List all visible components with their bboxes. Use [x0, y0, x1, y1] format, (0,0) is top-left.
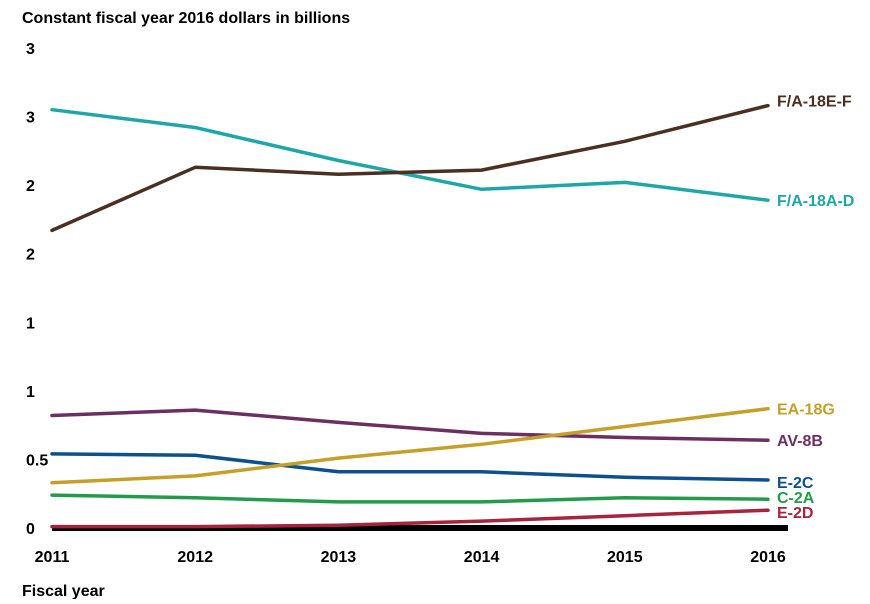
series-label: F/A-18A-D [777, 193, 854, 210]
y-axis-title: Constant fiscal year 2016 dollars in bil… [22, 10, 350, 27]
y-tick-label: 3 [26, 110, 35, 127]
y-tick-label: 3 [26, 41, 35, 58]
x-axis-ticks: 2011 2012 2013 2014 2015 2016 [35, 549, 786, 566]
series-label: C-2A [777, 490, 815, 507]
series-label: E-2C [777, 475, 814, 492]
x-tick-label: 2011 [35, 549, 70, 566]
series-line [50, 107, 770, 202]
x-tick-label: 2016 [750, 549, 786, 566]
series-label: E-2D [777, 505, 813, 522]
x-axis-title: Fiscal year [22, 583, 105, 599]
y-tick-label: 1 [26, 315, 35, 332]
series-line [50, 103, 770, 233]
y-axis-ticks: 3 3 2 2 1 1 0.5 0 [26, 41, 48, 538]
y-tick-label: 2 [26, 247, 35, 264]
series-line [50, 452, 770, 482]
series-line [50, 493, 770, 504]
y-tick-label: 0.5 [26, 452, 48, 469]
series-label: F/A-18E-F [777, 94, 852, 111]
series-line [50, 406, 770, 485]
series-label: EA-18G [777, 402, 835, 419]
series-lines [50, 103, 788, 531]
x-tick-label: 2012 [177, 549, 213, 566]
y-tick-label: 0 [26, 521, 35, 538]
series-line [50, 508, 770, 529]
y-tick-label: 1 [26, 384, 35, 401]
x-tick-label: 2013 [321, 549, 357, 566]
series-labels: F/A-18E-F F/A-18A-D EA-18G AV-8B E-2CC-2AE-2… [777, 94, 854, 523]
x-tick-label: 2015 [607, 549, 643, 566]
series-label: AV-8B [777, 433, 823, 450]
series-line [50, 408, 770, 442]
y-tick-label: 2 [26, 178, 35, 195]
x-tick-label: 2014 [464, 549, 500, 566]
